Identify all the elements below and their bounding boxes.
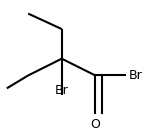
Text: O: O	[90, 118, 100, 131]
Text: Br: Br	[129, 69, 143, 82]
Text: Br: Br	[55, 84, 69, 97]
